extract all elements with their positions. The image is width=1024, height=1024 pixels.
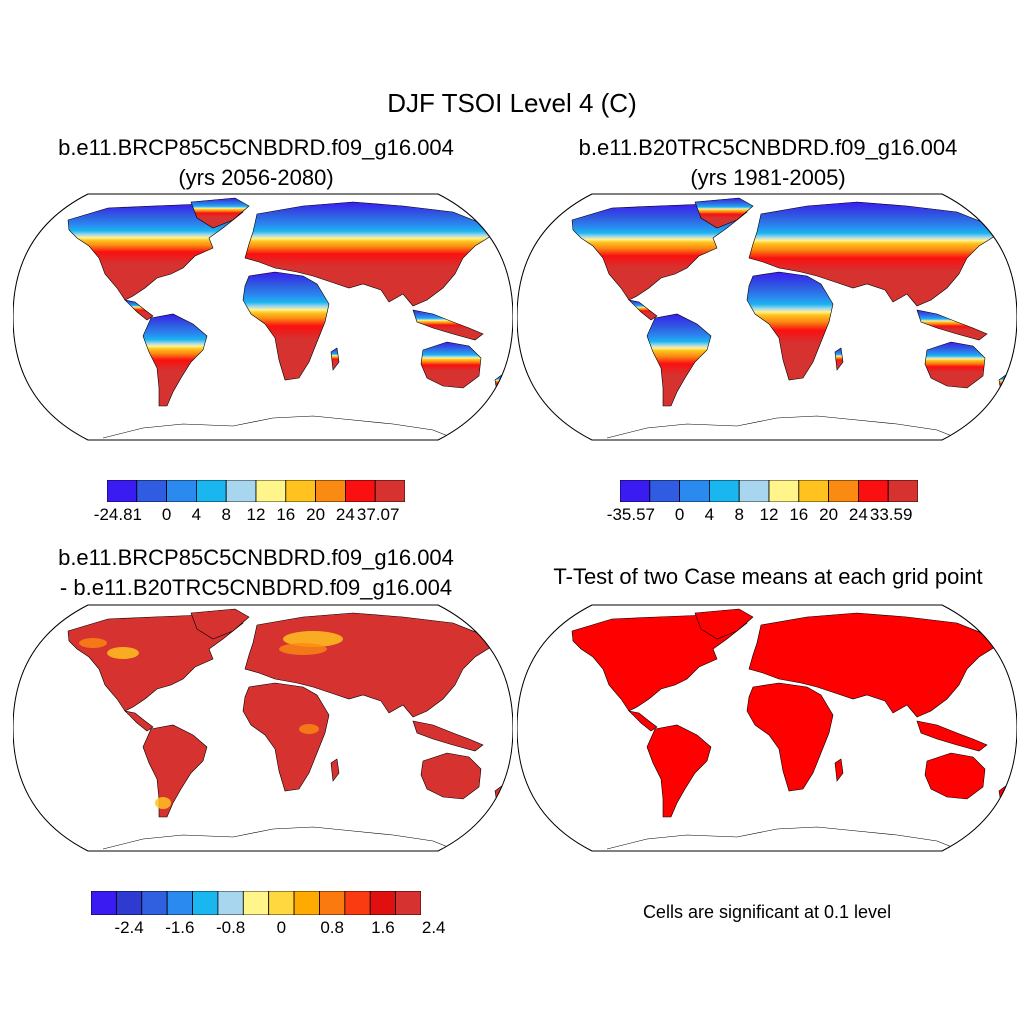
colorbar-swatch xyxy=(857,480,889,502)
panel-2-colorbar xyxy=(620,480,918,502)
colorbar-tick-label: 0 xyxy=(161,505,172,524)
colorbar-swatch xyxy=(166,480,197,502)
panel-2-title: b.e11.B20TRC5CNBDRD.f09_g16.004 (yrs 198… xyxy=(520,133,1016,193)
colorbar-tick-label: 12 xyxy=(246,505,266,524)
panel-1-colorbar xyxy=(107,480,405,502)
colorbar-swatch xyxy=(319,891,346,915)
panel-4-title: T-Test of two Case means at each grid po… xyxy=(553,564,983,589)
colorbar-tick-label: 24 xyxy=(335,505,355,524)
colorbar-swatch xyxy=(649,480,680,502)
panel-1-title-line1: b.e11.BRCP85C5CNBDRD.f09_g16.004 xyxy=(58,135,454,160)
colorbar-tick-label: 24 xyxy=(848,505,868,524)
colorbar-tick-label: 4 xyxy=(704,505,715,524)
colorbar-swatch xyxy=(709,480,740,502)
panel-1-map xyxy=(12,192,514,447)
colorbar-swatch xyxy=(374,480,405,502)
significance-note: Cells are significant at 0.1 level xyxy=(642,902,892,922)
colorbar-swatch xyxy=(107,480,138,502)
colorbar-tick-label: 8 xyxy=(734,505,744,524)
colorbar-tick-label: 16 xyxy=(276,505,296,524)
colorbar-swatch xyxy=(115,891,143,915)
colorbar-swatch xyxy=(369,891,397,915)
colorbar-swatch xyxy=(738,480,770,502)
colorbar-tick-label: 20 xyxy=(306,505,326,524)
colorbar-tick-label: 1.6 xyxy=(371,918,395,937)
colorbar-swatch xyxy=(196,480,227,502)
colorbar-tick-label: 8 xyxy=(221,505,231,524)
colorbar-tick-label: 12 xyxy=(759,505,779,524)
colorbar-swatch xyxy=(141,891,168,915)
panel-1-title-line2: (yrs 2056-2080) xyxy=(178,165,334,190)
colorbar-swatch xyxy=(217,891,244,915)
colorbar-tick-label: 20 xyxy=(819,505,839,524)
colorbar-swatch xyxy=(285,480,317,502)
colorbar-swatch xyxy=(166,891,193,915)
panel-3-title: b.e11.BRCP85C5CNBDRD.f09_g16.004 - b.e11… xyxy=(8,543,504,603)
panel-4-map xyxy=(516,603,1018,858)
colorbar-tick-label: -2.4 xyxy=(114,918,144,937)
colorbar-tick-label: 0 xyxy=(674,505,685,524)
colorbar-swatch xyxy=(679,480,710,502)
colorbar-swatch xyxy=(887,480,918,502)
panel-2-title-line2: (yrs 1981-2005) xyxy=(690,165,846,190)
colorbar-swatch xyxy=(344,480,376,502)
colorbar-swatch xyxy=(192,891,219,915)
colorbar-swatch xyxy=(828,480,859,502)
colorbar-tick-label: -24.81 xyxy=(93,505,142,524)
panel-3-colorbar xyxy=(91,891,421,915)
panel-3-title-line1: b.e11.BRCP85C5CNBDRD.f09_g16.004 xyxy=(58,545,454,570)
colorbar-tick-label: 33.59 xyxy=(869,505,913,524)
colorbar-swatch xyxy=(136,480,167,502)
colorbar-swatch xyxy=(255,480,287,502)
colorbar-swatch xyxy=(268,891,295,915)
colorbar-tick-label: 16 xyxy=(789,505,809,524)
panel-1-title: b.e11.BRCP85C5CNBDRD.f09_g16.004 (yrs 20… xyxy=(8,133,504,193)
main-title: DJF TSOI Level 4 (C) xyxy=(387,88,637,118)
colorbar-tick-label: 37.07 xyxy=(356,505,400,524)
colorbar-tick-label: 2.4 xyxy=(421,918,446,937)
colorbar-swatch xyxy=(225,480,257,502)
colorbar-swatch xyxy=(798,480,830,502)
colorbar-swatch xyxy=(395,891,421,915)
colorbar-swatch xyxy=(344,891,371,915)
panel-3-map xyxy=(12,603,514,858)
colorbar-swatch xyxy=(293,891,320,915)
colorbar-tick-label: 0 xyxy=(276,918,287,937)
colorbar-tick-label: -1.6 xyxy=(165,918,195,937)
colorbar-swatch xyxy=(315,480,346,502)
colorbar-swatch xyxy=(620,480,651,502)
colorbar-swatch xyxy=(91,891,117,915)
colorbar-tick-label: -35.57 xyxy=(606,505,655,524)
panel-3-title-line2: - b.e11.B20TRC5CNBDRD.f09_g16.004 xyxy=(59,575,453,600)
colorbar-tick-label: 0.8 xyxy=(320,918,344,937)
colorbar-tick-label: -0.8 xyxy=(215,918,246,937)
panel-2-title-line1: b.e11.B20TRC5CNBDRD.f09_g16.004 xyxy=(578,135,958,160)
colorbar-swatch xyxy=(242,891,270,915)
panel-2-map xyxy=(516,192,1018,447)
colorbar-tick-label: 4 xyxy=(191,505,202,524)
colorbar-swatch xyxy=(768,480,800,502)
